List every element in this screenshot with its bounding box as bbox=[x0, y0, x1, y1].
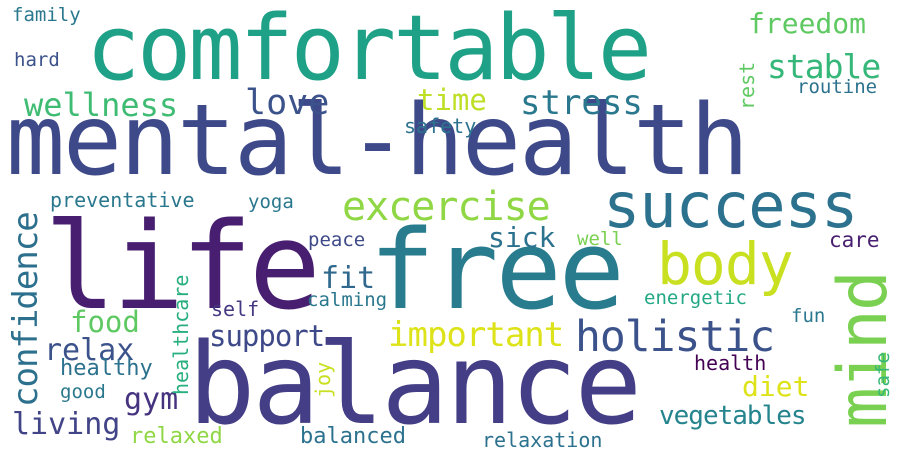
word-well: well bbox=[577, 228, 623, 250]
word-relaxation: relaxation bbox=[482, 428, 603, 452]
word-healthy: healthy bbox=[60, 356, 153, 381]
word-good: good bbox=[60, 381, 106, 403]
word-care: care bbox=[829, 228, 880, 252]
word-calming: calming bbox=[307, 289, 388, 311]
word-safe: safe bbox=[872, 352, 894, 398]
word-family: family bbox=[12, 4, 81, 26]
word-important: important bbox=[388, 315, 564, 355]
word-relaxed: relaxed bbox=[130, 424, 223, 449]
word-love: love bbox=[245, 83, 330, 123]
word-excercise: excercise bbox=[342, 184, 551, 230]
word-support: support bbox=[209, 319, 325, 353]
word-fit: fit bbox=[321, 261, 376, 296]
word-balance: balance bbox=[188, 320, 642, 450]
word-preventative: preventative bbox=[50, 188, 195, 212]
word-gym: gym bbox=[124, 382, 179, 417]
word-joy: joy bbox=[311, 361, 335, 398]
word-rest: rest bbox=[735, 61, 759, 110]
word-safety: safety bbox=[404, 114, 477, 138]
word-hard: hard bbox=[14, 49, 60, 71]
word-mind: mind bbox=[824, 272, 903, 428]
word-vegetables: vegetables bbox=[659, 401, 807, 431]
word-living: living bbox=[12, 407, 121, 442]
word-wellness: wellness bbox=[24, 86, 179, 124]
word-confidence: confidence bbox=[6, 212, 46, 407]
word-relax: relax bbox=[44, 333, 135, 368]
word-routine: routine bbox=[797, 76, 878, 98]
word-life: life bbox=[44, 198, 321, 337]
word-self: self bbox=[211, 297, 260, 321]
word-stable: stable bbox=[767, 47, 881, 86]
word-body: body bbox=[657, 230, 794, 298]
word-health: health bbox=[694, 351, 767, 375]
word-energetic: energetic bbox=[644, 287, 747, 309]
word-freedom: freedom bbox=[748, 7, 867, 40]
word-free: free bbox=[369, 206, 625, 334]
word-diet: diet bbox=[742, 370, 810, 403]
word-yoga: yoga bbox=[248, 191, 294, 213]
word-mental-health: mental-health bbox=[6, 84, 749, 198]
word-success: success bbox=[603, 169, 858, 242]
word-balanced: balanced bbox=[300, 424, 406, 449]
word-food: food bbox=[70, 305, 140, 339]
word-comfortable: comfortable bbox=[86, 0, 652, 101]
word-fun: fun bbox=[791, 305, 826, 327]
word-peace: peace bbox=[308, 229, 366, 251]
word-healthcare: healthcare bbox=[169, 274, 193, 395]
word-sick: sick bbox=[488, 221, 556, 254]
word-holistic: holistic bbox=[575, 312, 775, 362]
word-stress: stress bbox=[520, 83, 643, 123]
word-time: time bbox=[417, 83, 487, 117]
